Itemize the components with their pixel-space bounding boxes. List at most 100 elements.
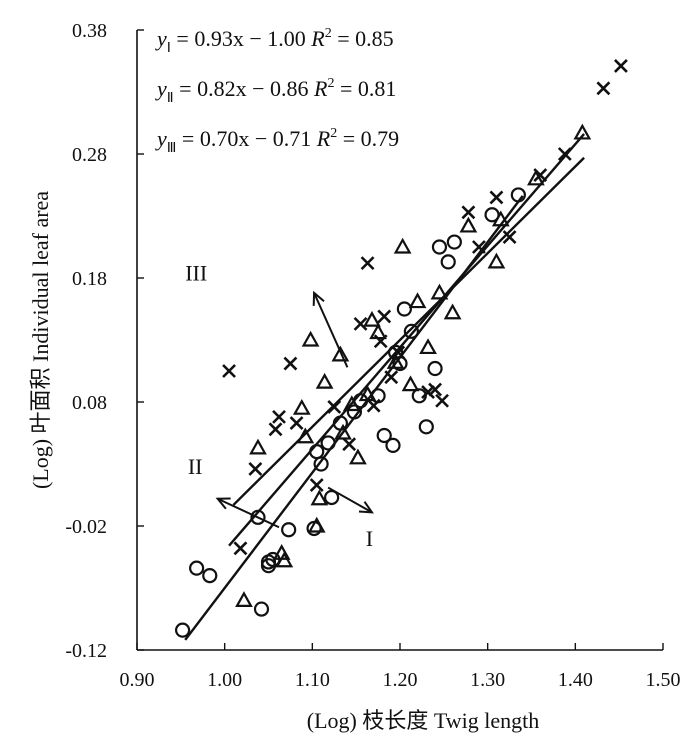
point-triangle	[419, 338, 437, 355]
equation-1: yⅠ = 0.93x − 1.00 R2 = 0.85	[155, 26, 394, 56]
point-circle	[281, 522, 297, 538]
equation-2: yⅡ = 0.82x − 0.86 R2 = 0.81	[155, 76, 396, 106]
point-cross	[489, 190, 504, 205]
point-triangle	[487, 252, 506, 269]
annotation-label-III: III	[185, 260, 207, 285]
point-circle	[396, 301, 412, 317]
point-triangle	[369, 323, 387, 340]
x-tick-label: 1.50	[646, 669, 681, 691]
point-cross	[502, 230, 517, 244]
point-cross	[222, 364, 236, 378]
point-cross	[557, 147, 572, 161]
point-triangle	[249, 438, 267, 455]
annotation-label-I: I	[366, 526, 373, 551]
x-tick-label: 1.20	[383, 669, 418, 691]
point-triangle	[386, 353, 405, 369]
equation-3: yⅢ = 0.70x − 0.71 R2 = 0.79	[155, 126, 399, 156]
point-triangle	[491, 210, 510, 227]
annotation-arrowhead-I	[358, 501, 374, 514]
point-circle	[202, 567, 218, 584]
annotation-arrow-II	[217, 497, 280, 529]
point-cross	[360, 256, 375, 271]
point-cross	[309, 478, 324, 492]
x-tick-label: 1.40	[558, 669, 593, 691]
fit-line-II	[228, 133, 586, 547]
annotation-arrowhead-II	[215, 497, 231, 510]
point-cross	[283, 356, 298, 371]
point-cross	[435, 393, 449, 408]
point-circle	[174, 622, 191, 638]
axes: 0.90 1.00 1.10 1.20 1.30 1.40 1.50 -0.12 -0.02 0.…	[65, 20, 680, 691]
point-cross	[366, 398, 381, 413]
point-cross	[391, 345, 406, 360]
annotation-arrow-I	[327, 486, 373, 514]
point-circle	[376, 427, 392, 444]
point-circle	[446, 234, 462, 250]
point-cross	[289, 416, 304, 430]
point-triangle	[301, 330, 320, 347]
y-tick-label: 0.38	[72, 20, 107, 42]
point-cross	[614, 59, 628, 73]
point-circle	[320, 435, 336, 451]
point-triangle	[235, 591, 253, 608]
point-circle	[510, 187, 526, 203]
point-cross	[268, 422, 283, 437]
point-circle	[418, 419, 434, 435]
point-triangle	[408, 292, 427, 309]
point-triangle	[393, 237, 412, 254]
point-circle	[189, 560, 205, 576]
point-triangle	[527, 169, 545, 186]
point-triangle	[292, 398, 311, 415]
x-tick-label: 1.00	[207, 669, 242, 691]
annotation-label-II: II	[188, 454, 203, 479]
point-triangle	[315, 372, 334, 389]
point-cross	[377, 309, 392, 324]
point-circle	[324, 489, 340, 506]
annotation-arrowhead-III	[312, 290, 325, 306]
point-circle	[403, 323, 419, 339]
point-triangle	[296, 427, 315, 444]
point-cross	[233, 541, 248, 556]
point-triangle	[307, 516, 326, 533]
data-points	[174, 59, 628, 638]
point-triangle	[430, 283, 449, 300]
y-tick-label: 0.18	[72, 268, 107, 290]
point-circle	[431, 239, 448, 255]
point-circle	[346, 404, 363, 420]
y-tick-label: -0.12	[65, 640, 107, 662]
point-cross	[373, 334, 388, 349]
point-triangle	[349, 448, 367, 465]
equations: yⅠ = 0.93x − 1.00 R2 = 0.85 yⅡ = 0.82x − …	[155, 26, 399, 156]
point-triangle	[310, 489, 329, 506]
y-axis-title: (Log) 叶面积 Individual leaf area	[28, 191, 53, 489]
point-circle	[253, 601, 270, 617]
x-axis-title: (Log) 枝长度 Twig length	[307, 708, 539, 733]
point-cross	[471, 240, 486, 254]
fit-line-III	[232, 156, 585, 506]
point-triangle	[342, 395, 361, 412]
point-circle	[427, 360, 443, 377]
point-circle	[309, 444, 325, 460]
point-circle	[440, 254, 456, 270]
point-cross	[353, 316, 368, 331]
point-cross	[461, 205, 476, 220]
point-cross	[327, 400, 342, 414]
point-triangle	[272, 544, 291, 560]
point-triangle	[459, 216, 478, 233]
point-cross	[384, 370, 399, 385]
y-tick-label: -0.02	[65, 516, 107, 538]
point-cross	[533, 168, 548, 182]
point-cross	[428, 382, 442, 397]
point-circle	[250, 509, 266, 525]
point-triangle	[401, 375, 420, 392]
point-triangle	[443, 303, 462, 320]
point-cross	[596, 81, 611, 96]
x-tick-label: 0.90	[120, 669, 155, 691]
y-tick-label: 0.28	[72, 144, 107, 166]
point-cross	[248, 462, 263, 476]
annotation-arrow-III	[313, 292, 349, 368]
point-triangle	[363, 310, 381, 327]
